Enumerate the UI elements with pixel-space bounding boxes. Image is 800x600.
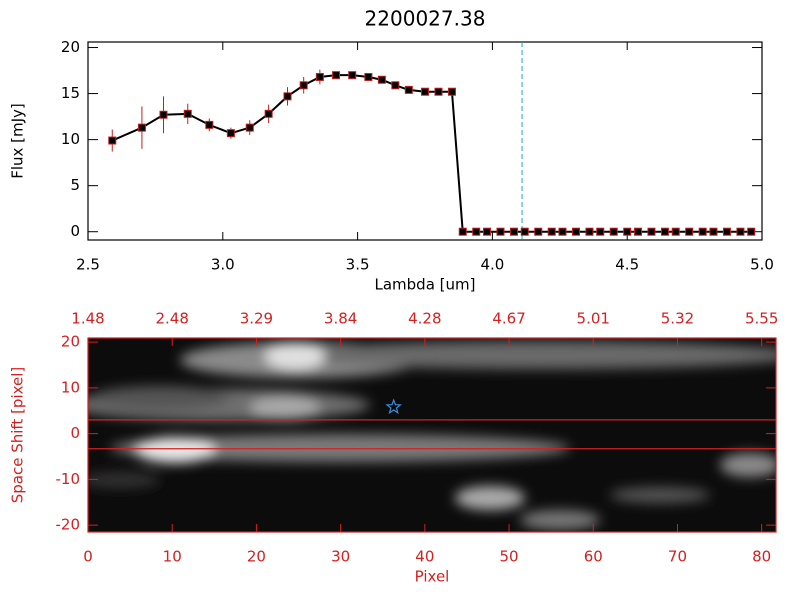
- data-point: [483, 227, 492, 236]
- data-point: [315, 72, 324, 81]
- y-tick-label: -10: [56, 470, 81, 488]
- spectral-image: [88, 338, 776, 532]
- y-tick-label: 15: [61, 84, 80, 102]
- data-point: [108, 136, 117, 145]
- chart-title: 2200027.38: [365, 7, 486, 31]
- x-tick-label: 40: [415, 548, 434, 566]
- data-point: [623, 227, 632, 236]
- x2-tick-label: 4.28: [408, 310, 441, 328]
- data-point: [647, 227, 656, 236]
- x2-tick-label: 2.48: [156, 310, 189, 328]
- star-marker: [385, 398, 402, 415]
- data-point: [226, 129, 235, 138]
- y-axis-label: Space Shift [pixel]: [9, 367, 27, 504]
- data-point: [709, 227, 718, 236]
- x-tick-label: 80: [752, 548, 771, 566]
- data-point: [571, 227, 580, 236]
- y-tick-label: 0: [70, 424, 80, 442]
- x-tick-label: 4.0: [480, 256, 504, 274]
- x2-tick-label: 5.32: [661, 310, 694, 328]
- data-point: [685, 227, 694, 236]
- data-point: [183, 109, 192, 118]
- x2-tick-label: 4.67: [492, 310, 525, 328]
- data-point: [159, 110, 168, 119]
- series-line: [111, 74, 752, 233]
- y-tick-label: 0: [70, 222, 80, 240]
- data-point: [547, 227, 556, 236]
- data-point: [391, 81, 400, 90]
- data-point: [722, 227, 731, 236]
- y-tick-label: 20: [61, 333, 80, 351]
- x-tick-label: 3.0: [211, 256, 235, 274]
- x-tick-label: 10: [163, 548, 182, 566]
- data-point: [205, 120, 214, 129]
- x-tick-label: 30: [331, 548, 350, 566]
- x2-tick-label: 3.29: [240, 310, 273, 328]
- data-point: [264, 109, 273, 118]
- data-point: [596, 227, 605, 236]
- data-point: [609, 227, 618, 236]
- data-point: [447, 87, 456, 96]
- data-point: [520, 227, 529, 236]
- data-point: [534, 227, 543, 236]
- x-tick-label: 0: [83, 548, 93, 566]
- y-tick-label: -20: [56, 516, 81, 534]
- data-point: [377, 75, 386, 84]
- plot-frame: [87, 337, 777, 533]
- y-tick-label: 10: [61, 130, 80, 148]
- y-tick-label: 20: [61, 38, 80, 56]
- x-tick-label: 2.5: [76, 256, 100, 274]
- x-tick-label: 50: [500, 548, 519, 566]
- data-point: [698, 227, 707, 236]
- data-point: [660, 227, 669, 236]
- x-tick-label: 70: [668, 548, 687, 566]
- data-point: [245, 123, 254, 132]
- data-point: [283, 92, 292, 101]
- data-point: [736, 227, 745, 236]
- data-point: [421, 87, 429, 96]
- data-point: [472, 227, 481, 236]
- data-point: [509, 227, 518, 236]
- plot-frame: [87, 41, 763, 241]
- data-point: [585, 227, 594, 236]
- data-point: [633, 227, 642, 236]
- x-tick-label: 3.5: [346, 256, 370, 274]
- x2-tick-label: 3.84: [324, 310, 357, 328]
- data-point: [671, 227, 680, 236]
- y-tick-label: 5: [70, 176, 80, 194]
- data-point: [332, 71, 341, 80]
- x2-tick-label: 1.48: [71, 310, 104, 328]
- data-point: [364, 72, 373, 81]
- x-tick-label: 5.0: [750, 256, 774, 274]
- data-point: [404, 85, 413, 94]
- data-point: [747, 227, 756, 236]
- x-tick-label: 60: [584, 548, 603, 566]
- y-tick-label: 10: [61, 378, 80, 396]
- x2-tick-label: 5.01: [577, 310, 610, 328]
- x2-tick-label: 5.55: [745, 310, 778, 328]
- data-point: [434, 87, 443, 96]
- x-tick-label: 4.5: [615, 256, 639, 274]
- data-point: [299, 81, 308, 90]
- x-axis-label: Lambda [um]: [375, 276, 476, 294]
- x-tick-label: 20: [247, 548, 266, 566]
- data-point: [348, 71, 357, 80]
- x-axis-label: Pixel: [415, 568, 450, 586]
- data-point: [137, 123, 146, 132]
- data-point: [458, 227, 467, 236]
- data-point: [496, 227, 505, 236]
- data-point: [558, 227, 567, 236]
- y-axis-label: Flux [mJy]: [9, 103, 27, 179]
